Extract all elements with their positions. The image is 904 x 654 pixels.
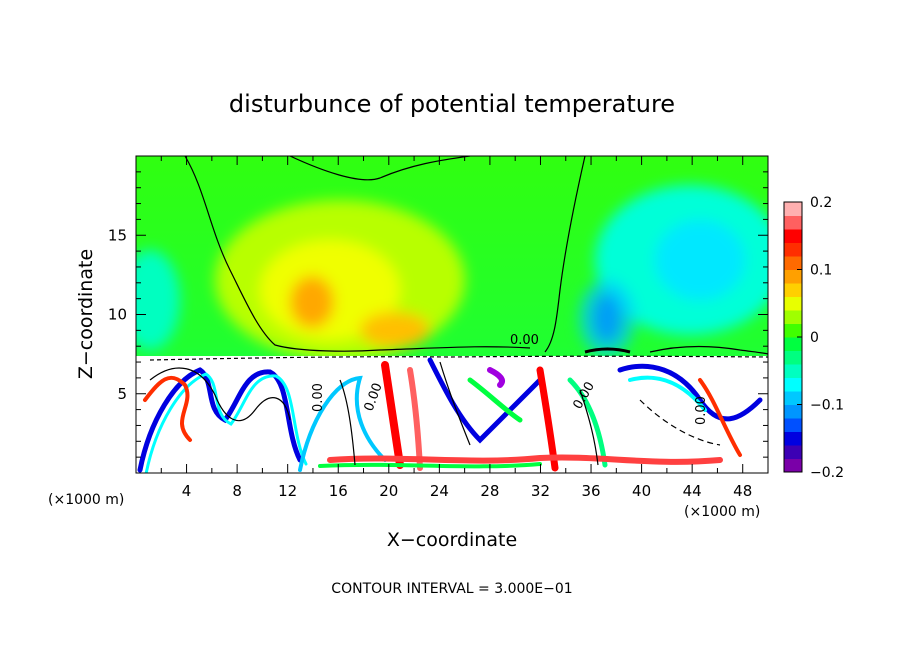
y-axis-label: Z−coordinate — [75, 249, 97, 379]
chart-title: disturbunce of potential temperature — [229, 90, 675, 118]
colorbar-swatch — [784, 296, 802, 311]
contour-bl-3 — [439, 361, 471, 446]
colorbar-swatch — [784, 337, 802, 351]
contour-bl-5 — [639, 399, 721, 446]
plot-area — [136, 156, 768, 473]
colorbar — [784, 202, 802, 473]
contour-lines — [149, 156, 768, 466]
x-tick-label: 40 — [632, 482, 651, 500]
turbulent-band-12 — [628, 375, 707, 412]
x-unit-right: (×1000 m) — [684, 504, 760, 520]
colorbar-swatch — [784, 215, 802, 230]
turbulent-band-7 — [427, 357, 543, 444]
contour-bl-7 — [584, 347, 631, 354]
boundary-layer — [136, 356, 768, 473]
x-tick-label: 32 — [531, 482, 550, 500]
contour-interval: CONTOUR INTERVAL = 3.000E−01 — [331, 581, 572, 597]
colorbar-tick-label: −0.1 — [810, 398, 844, 414]
boundary-structures — [137, 357, 763, 473]
x-tick-label: 8 — [232, 482, 242, 500]
colorbar-swatch — [784, 229, 802, 243]
x-axis-label: X−coordinate — [387, 529, 517, 551]
turbulent-band-8 — [467, 377, 523, 423]
colorbar-swatch — [784, 242, 802, 257]
x-tick-label: 20 — [379, 482, 398, 500]
contour-label: 0.00 — [694, 396, 709, 425]
y-tick-label: 10 — [108, 306, 127, 324]
x-tick-label: 28 — [480, 482, 499, 500]
colorbar-tick-label: 0 — [810, 330, 819, 346]
x-unit-left: (×1000 m) — [48, 492, 124, 508]
turbulent-band-2 — [144, 372, 308, 473]
contour-bl-1 — [149, 367, 291, 422]
colorbar-swatch — [784, 350, 802, 365]
x-axis-ticks: 4 8 12 16 20 24 28 32 36 40 44 48 — [160, 156, 752, 500]
contour-zero-upper-right — [544, 156, 586, 353]
turbulent-band-4 — [298, 375, 387, 472]
colorbar-swatch — [784, 364, 802, 378]
colorbar-swatch — [784, 391, 802, 405]
colorbar-swatch — [784, 283, 802, 297]
colorbar-tick-label: −0.2 — [810, 465, 844, 481]
x-tick-label: 44 — [683, 482, 702, 500]
warm-core-2 — [360, 312, 430, 348]
contour-label: 0.00 — [510, 333, 539, 348]
contour-zero-upper-left — [184, 156, 531, 352]
colorbar-swatch — [784, 431, 802, 446]
colorbar-swatch — [784, 458, 802, 473]
colorbar-swatch — [784, 269, 802, 284]
turbulent-band-16 — [698, 378, 742, 457]
x-tick-label: 24 — [430, 482, 449, 500]
colorbar-swatch — [784, 404, 802, 419]
upper-field — [136, 185, 768, 360]
turbulent-band-13 — [327, 454, 723, 465]
cool-core-right — [655, 220, 745, 300]
turbulent-band-10 — [567, 377, 608, 468]
colorbar-swatch — [784, 445, 802, 459]
contour-bl-4 — [579, 389, 599, 466]
x-tick-label: 4 — [182, 482, 192, 500]
x-tick-label: 12 — [278, 482, 297, 500]
y-axis-ticks: 5 10 15 — [108, 171, 768, 458]
colorbar-tick-label: 0.1 — [810, 263, 832, 279]
contour-zero-right — [649, 345, 768, 355]
cool-region-left — [136, 250, 180, 350]
contour-bl-2 — [339, 379, 356, 466]
colorbar-swatch — [784, 202, 802, 216]
y-tick-label: 5 — [117, 385, 127, 403]
colorbar-swatch — [784, 418, 802, 432]
turbulent-band-14 — [318, 462, 542, 469]
contour-zero-left — [289, 156, 471, 181]
x-tick-label: 48 — [733, 482, 752, 500]
x-tick-label: 16 — [329, 482, 348, 500]
colorbar-swatch — [784, 323, 802, 338]
colorbar-tick-label: 0.2 — [810, 195, 832, 211]
turbulent-band-15 — [487, 367, 505, 388]
colorbar-swatch — [784, 256, 802, 270]
cold-halo-36 — [579, 280, 635, 356]
contour-bl-6 — [149, 355, 768, 361]
turbulent-band-5 — [381, 361, 404, 469]
turbulent-band-3 — [143, 375, 192, 442]
y-tick-label: 15 — [108, 226, 127, 244]
warm-core-1 — [290, 276, 334, 328]
turbulent-band-11 — [617, 363, 763, 422]
contour-label: 0.00 — [311, 383, 326, 412]
colorbar-ticks: 0.2 0.1 0 −0.1 −0.2 — [797, 195, 844, 481]
colorbar-swatch — [784, 310, 802, 324]
colorbar-swatch — [784, 377, 802, 392]
x-tick-label: 36 — [581, 482, 600, 500]
